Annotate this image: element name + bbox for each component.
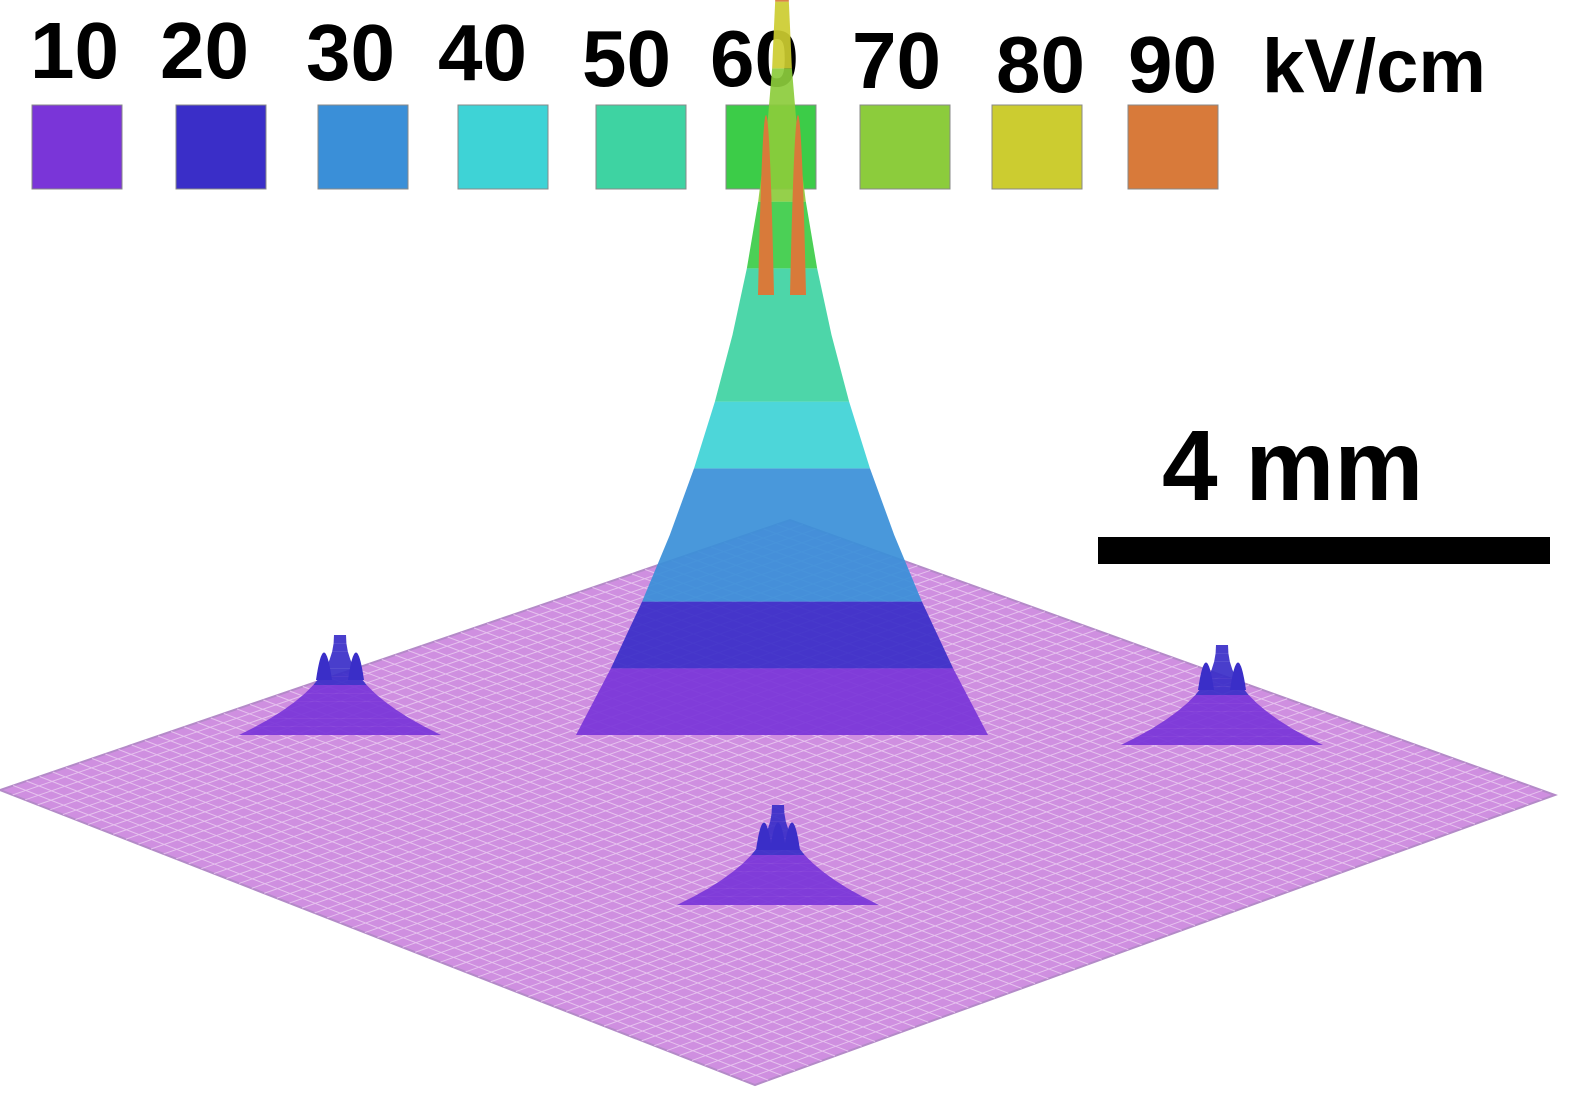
- peak-band: [733, 863, 823, 872]
- colorbar-label-20: 20: [160, 6, 249, 95]
- colorbar-swatch-20: [175, 104, 267, 190]
- peak-band: [610, 601, 954, 669]
- peak-band: [1177, 703, 1267, 712]
- scale-bar: 4 mm: [1098, 410, 1550, 564]
- peak-band: [576, 668, 988, 735]
- peak-left: [239, 635, 441, 735]
- peak-band: [721, 871, 835, 880]
- mesh-line: [654, 757, 1454, 1047]
- colorbar-label-30: 30: [306, 8, 395, 97]
- peak-band: [239, 726, 441, 735]
- peak-band: [669, 468, 895, 535]
- peak-band: [1215, 645, 1229, 654]
- peak-band: [708, 880, 848, 889]
- peak-band: [677, 896, 879, 905]
- peak-band: [746, 201, 818, 269]
- peak-right: [1121, 645, 1323, 745]
- colorbar-label-50: 50: [582, 14, 671, 103]
- peak-center: [576, 0, 988, 735]
- colorbar-label-80: 80: [996, 20, 1085, 109]
- colorbar-label-10: 10: [30, 6, 119, 95]
- colorbar-swatch-70: [859, 104, 951, 190]
- peak-band: [771, 805, 785, 814]
- mesh-line: [742, 789, 1543, 1081]
- peak-band: [772, 1, 792, 69]
- mesh-line: [717, 780, 1517, 1071]
- peak-band: [270, 710, 410, 719]
- peak-tip: [348, 652, 364, 680]
- peak-front: [677, 805, 879, 905]
- peak-band: [332, 643, 348, 652]
- peak-band: [766, 68, 798, 135]
- colorbar-swatch-80: [991, 104, 1083, 190]
- peak-band: [642, 535, 922, 602]
- mesh-line: [641, 753, 1441, 1042]
- mesh-line: [729, 785, 1530, 1076]
- peak-band: [1207, 670, 1237, 679]
- peak-band: [1137, 728, 1307, 737]
- peak-band: [1214, 653, 1230, 662]
- peak-band: [1165, 711, 1279, 720]
- peak-tip: [1198, 662, 1214, 690]
- colorbar-swatch-10: [31, 104, 123, 190]
- mesh-line: [679, 767, 1479, 1056]
- scale-bar-label: 4 mm: [1162, 410, 1423, 522]
- peak-band: [1121, 736, 1323, 745]
- peak-tip: [790, 115, 806, 295]
- peak-tip: [316, 652, 332, 680]
- peak-band: [304, 685, 376, 694]
- peak-tip: [1230, 662, 1246, 690]
- peak-band: [693, 888, 863, 897]
- peak-band: [255, 718, 425, 727]
- peak-band: [694, 401, 870, 469]
- peak-band: [732, 268, 832, 335]
- peak-tip: [756, 822, 772, 850]
- colorbar-legend: 10 20 30 40 50 60 70 80 90: [30, 6, 1219, 190]
- peak-band: [1152, 720, 1292, 729]
- peak-band: [283, 701, 397, 710]
- peak-band: [333, 635, 347, 644]
- mesh-line: [691, 771, 1492, 1061]
- mesh-line: [628, 748, 1428, 1037]
- peak-band: [325, 660, 355, 669]
- peak-band: [742, 855, 814, 864]
- surface-peaks: [239, 0, 1323, 905]
- colorbar-label-70: 70: [852, 16, 941, 105]
- colorbar-label-40: 40: [438, 8, 527, 97]
- colorbar-swatch-90: [1127, 104, 1219, 190]
- colorbar-swatch-30: [317, 104, 409, 190]
- colorbar-label-90: 90: [1128, 20, 1217, 109]
- peak-band: [1211, 661, 1233, 670]
- peak-band: [775, 0, 789, 2]
- peak-band: [714, 335, 850, 402]
- mesh-line: [666, 762, 1466, 1052]
- mesh-line: [704, 776, 1505, 1066]
- peak-tip: [770, 822, 786, 850]
- peak-band: [295, 693, 385, 702]
- peak-tip: [784, 822, 800, 850]
- colorbar-swatch-40: [457, 104, 549, 190]
- peak-tip: [758, 115, 774, 295]
- colorbar-swatch-50: [595, 104, 687, 190]
- peak-band: [770, 813, 786, 822]
- colorbar-unit-label: kV/cm: [1262, 24, 1486, 109]
- peak-band: [329, 651, 351, 660]
- peak-band: [1186, 695, 1258, 704]
- scale-bar-line: [1098, 537, 1550, 564]
